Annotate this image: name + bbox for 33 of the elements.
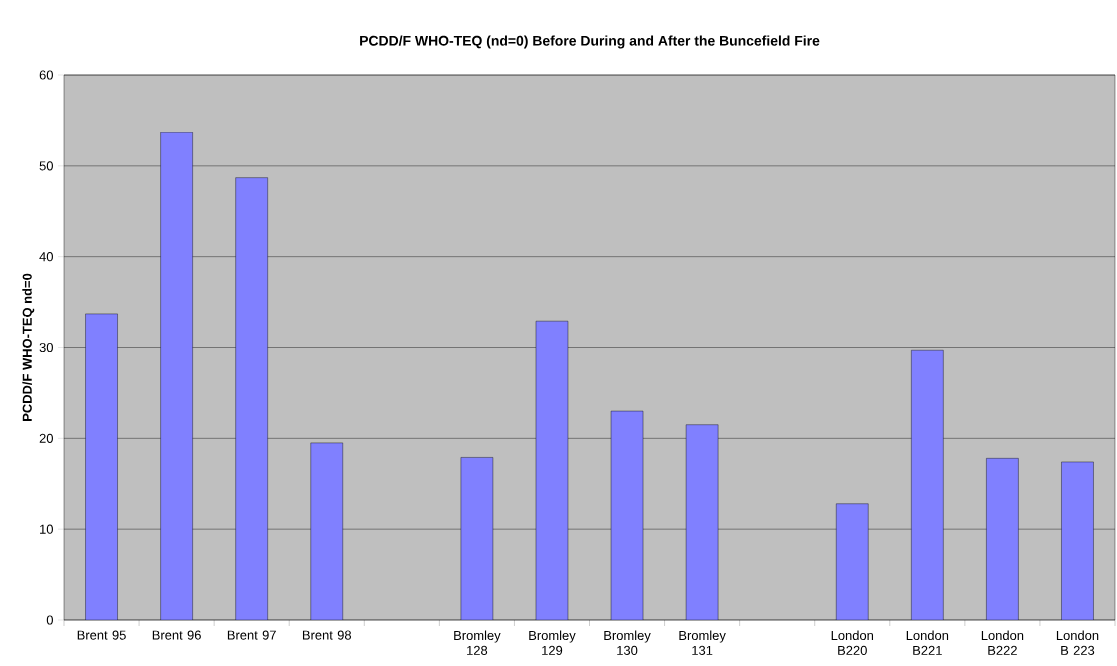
x-tick-label: Bromley 131 — [679, 630, 726, 655]
x-tick-label: Bromley 129 — [529, 630, 576, 655]
bar — [1061, 461, 1094, 620]
y-tick-label: 30 — [39, 342, 53, 353]
y-tick-label: 50 — [39, 161, 53, 171]
y-tick-label: 20 — [39, 433, 53, 443]
y-axis-title: PCDD/F WHO-TEQ nd=0 — [22, 273, 35, 421]
x-tick-label: Brent 97 — [227, 630, 276, 640]
bar — [911, 350, 944, 620]
bar — [685, 424, 719, 620]
x-tick-label: London B222 — [981, 630, 1024, 655]
bar — [310, 442, 343, 620]
bar — [836, 503, 869, 620]
bar — [535, 320, 569, 620]
bar — [460, 457, 494, 620]
x-tick-label: Bromley 130 — [604, 630, 651, 655]
y-tick-label: 0 — [46, 615, 53, 625]
x-tick-label: Brent 98 — [302, 630, 352, 640]
bar — [160, 132, 193, 620]
y-tick-label: 60 — [39, 70, 53, 80]
bar — [235, 177, 268, 620]
x-tick-label: London B221 — [906, 630, 949, 655]
y-tick-label: 10 — [40, 524, 53, 534]
x-tick-label: Brent 96 — [152, 630, 201, 640]
chart-title: PCDD/F WHO-TEQ (nd=0) Before During and After the Buncefield Fire — [360, 35, 820, 49]
x-tick-label: London B 223 — [1056, 630, 1099, 655]
bar — [85, 313, 118, 620]
bar — [986, 458, 1019, 620]
y-tick-label: 40 — [39, 252, 53, 262]
bar — [610, 410, 644, 620]
x-tick-label: London B220 — [831, 630, 874, 655]
x-tick-label: Bromley 128 — [454, 630, 501, 655]
x-tick-label: Brent 95 — [77, 630, 126, 640]
